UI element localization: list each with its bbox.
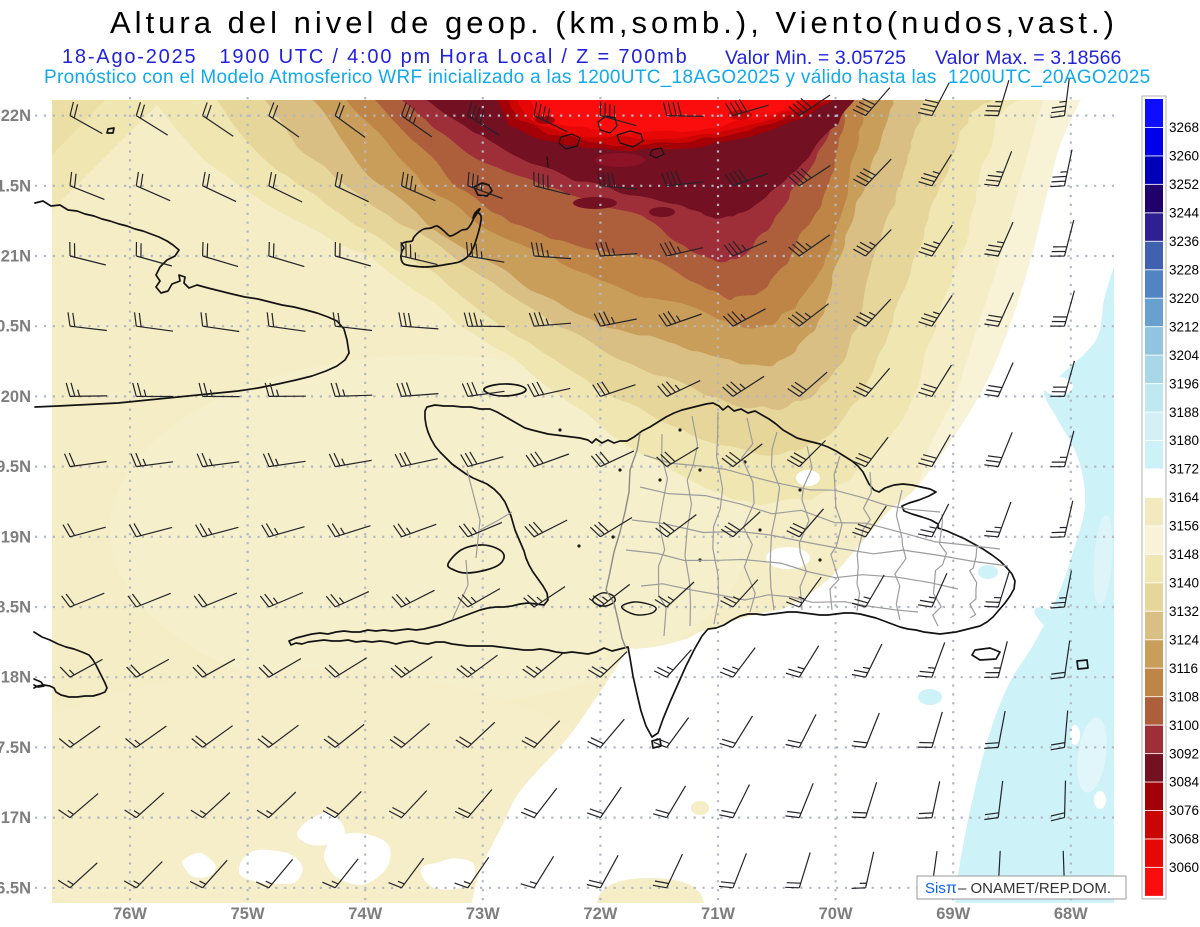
svg-text:3132: 3132 <box>1169 604 1199 619</box>
svg-text:8.5N: 8.5N <box>0 599 31 617</box>
svg-text:73W: 73W <box>466 905 500 923</box>
svg-text:68W: 68W <box>1054 905 1088 923</box>
svg-text:1.5N: 1.5N <box>0 177 31 195</box>
svg-text:9.5N: 9.5N <box>0 458 31 476</box>
svg-text:22N: 22N <box>1 107 31 125</box>
svg-text:3204: 3204 <box>1169 348 1200 363</box>
svg-text:3084: 3084 <box>1169 775 1200 790</box>
svg-text:3156: 3156 <box>1169 519 1199 534</box>
svg-text:3124: 3124 <box>1169 632 1200 647</box>
svg-text:3148: 3148 <box>1169 547 1199 562</box>
svg-text:3252: 3252 <box>1169 177 1199 192</box>
svg-text:6.5N: 6.5N <box>0 879 31 897</box>
svg-text:3100: 3100 <box>1169 718 1199 733</box>
svg-text:3108: 3108 <box>1169 689 1199 704</box>
svg-text:3060: 3060 <box>1169 860 1199 875</box>
svg-text:Sisπ: Sisπ <box>925 880 957 897</box>
svg-text:18N: 18N <box>1 669 31 687</box>
svg-text:3116: 3116 <box>1169 661 1198 676</box>
svg-text:3180: 3180 <box>1169 433 1199 448</box>
svg-text:69W: 69W <box>936 905 970 923</box>
svg-text:20N: 20N <box>1 388 31 406</box>
svg-text:0.5N: 0.5N <box>0 318 31 336</box>
svg-text:21N: 21N <box>1 248 31 266</box>
svg-text:19N: 19N <box>1 528 31 546</box>
svg-text:74W: 74W <box>348 905 382 923</box>
svg-text:3164: 3164 <box>1169 490 1200 505</box>
svg-text:3236: 3236 <box>1169 234 1199 249</box>
svg-text:76W: 76W <box>113 905 147 923</box>
svg-text:3196: 3196 <box>1169 376 1199 391</box>
svg-text:70W: 70W <box>819 905 853 923</box>
svg-text:– ONAMET/REP.DOM.: – ONAMET/REP.DOM. <box>958 880 1111 897</box>
svg-text:3140: 3140 <box>1169 576 1199 591</box>
svg-text:3212: 3212 <box>1169 319 1199 334</box>
svg-text:3172: 3172 <box>1169 462 1199 477</box>
svg-text:3068: 3068 <box>1169 832 1199 847</box>
svg-text:7.5N: 7.5N <box>0 739 31 757</box>
svg-text:3188: 3188 <box>1169 405 1199 420</box>
svg-text:3260: 3260 <box>1169 149 1199 164</box>
svg-text:3076: 3076 <box>1169 803 1199 818</box>
svg-text:75W: 75W <box>231 905 265 923</box>
svg-text:3268: 3268 <box>1169 120 1199 135</box>
svg-text:17N: 17N <box>1 809 31 827</box>
svg-text:71W: 71W <box>701 905 735 923</box>
svg-text:3220: 3220 <box>1169 291 1199 306</box>
svg-text:72W: 72W <box>583 905 617 923</box>
svg-text:3228: 3228 <box>1169 263 1199 278</box>
svg-text:3244: 3244 <box>1169 206 1200 221</box>
svg-text:3092: 3092 <box>1169 746 1199 761</box>
